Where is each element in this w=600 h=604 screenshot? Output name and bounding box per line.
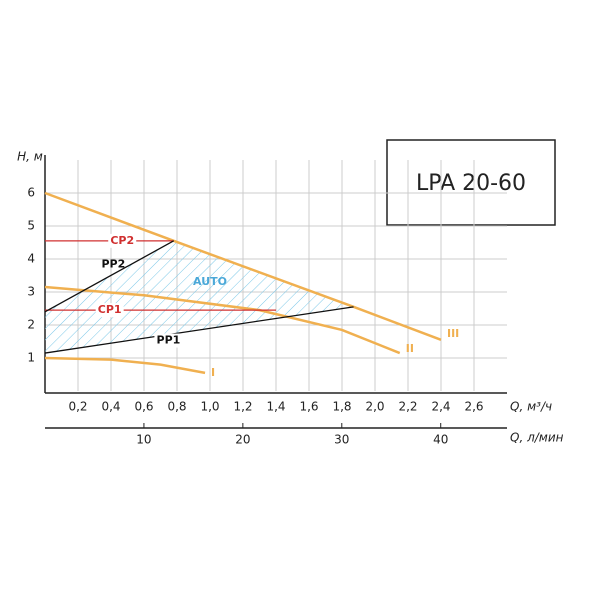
x-tick-label: 2,0 <box>365 400 384 414</box>
zone-label: AUTO <box>193 275 227 288</box>
x2-axis-label: Q, л/мин <box>510 431 564 445</box>
y-tick-label: 4 <box>27 252 35 266</box>
x-tick-label: 2,6 <box>464 400 483 414</box>
y-tick-label: 1 <box>27 351 35 365</box>
x-tick-label: 1,8 <box>332 400 351 414</box>
y-axis-label: H, м <box>17 150 43 164</box>
series-line <box>44 191 442 342</box>
x-axis-label: Q, м³/ч <box>510 400 552 414</box>
series-line <box>44 306 354 354</box>
x-tick-label: 1,4 <box>266 400 285 414</box>
y-tick-label: 3 <box>27 285 35 299</box>
x2-tick-label: 20 <box>235 433 250 447</box>
x-tick-label: 1,0 <box>200 400 219 414</box>
label-bg <box>154 333 183 348</box>
x2-tick-label: 10 <box>136 433 151 447</box>
series-label: CP1 <box>98 303 122 316</box>
series-label: CP2 <box>110 234 134 247</box>
series-label: III <box>447 327 459 340</box>
series-label: II <box>406 342 414 355</box>
x-tick-label: 0,2 <box>68 400 87 414</box>
auto-zone <box>45 240 354 354</box>
x-tick-label: 0,4 <box>101 400 120 414</box>
series-line <box>44 356 206 375</box>
y-tick-label: 2 <box>27 318 35 332</box>
y-tick-label: 6 <box>27 186 35 200</box>
x-tick-label: 0,6 <box>134 400 153 414</box>
x2-tick-label: 30 <box>334 433 349 447</box>
label-bg <box>95 303 124 318</box>
x-tick-label: 1,6 <box>299 400 318 414</box>
x-tick-label: 2,4 <box>431 400 450 414</box>
y-tick-label: 5 <box>27 219 35 233</box>
title-box <box>386 139 556 226</box>
label-bg <box>108 233 137 248</box>
x2-tick-label: 40 <box>433 433 448 447</box>
series-label: I <box>211 366 215 379</box>
x-tick-label: 0,8 <box>167 400 186 414</box>
x-tick-label: 1,2 <box>233 400 252 414</box>
x-tick-label: 2,2 <box>398 400 417 414</box>
chart-title: LPA 20-60 <box>416 171 526 196</box>
series-line <box>44 240 175 313</box>
series-label: PP1 <box>157 334 181 347</box>
series-label: PP2 <box>101 257 125 270</box>
